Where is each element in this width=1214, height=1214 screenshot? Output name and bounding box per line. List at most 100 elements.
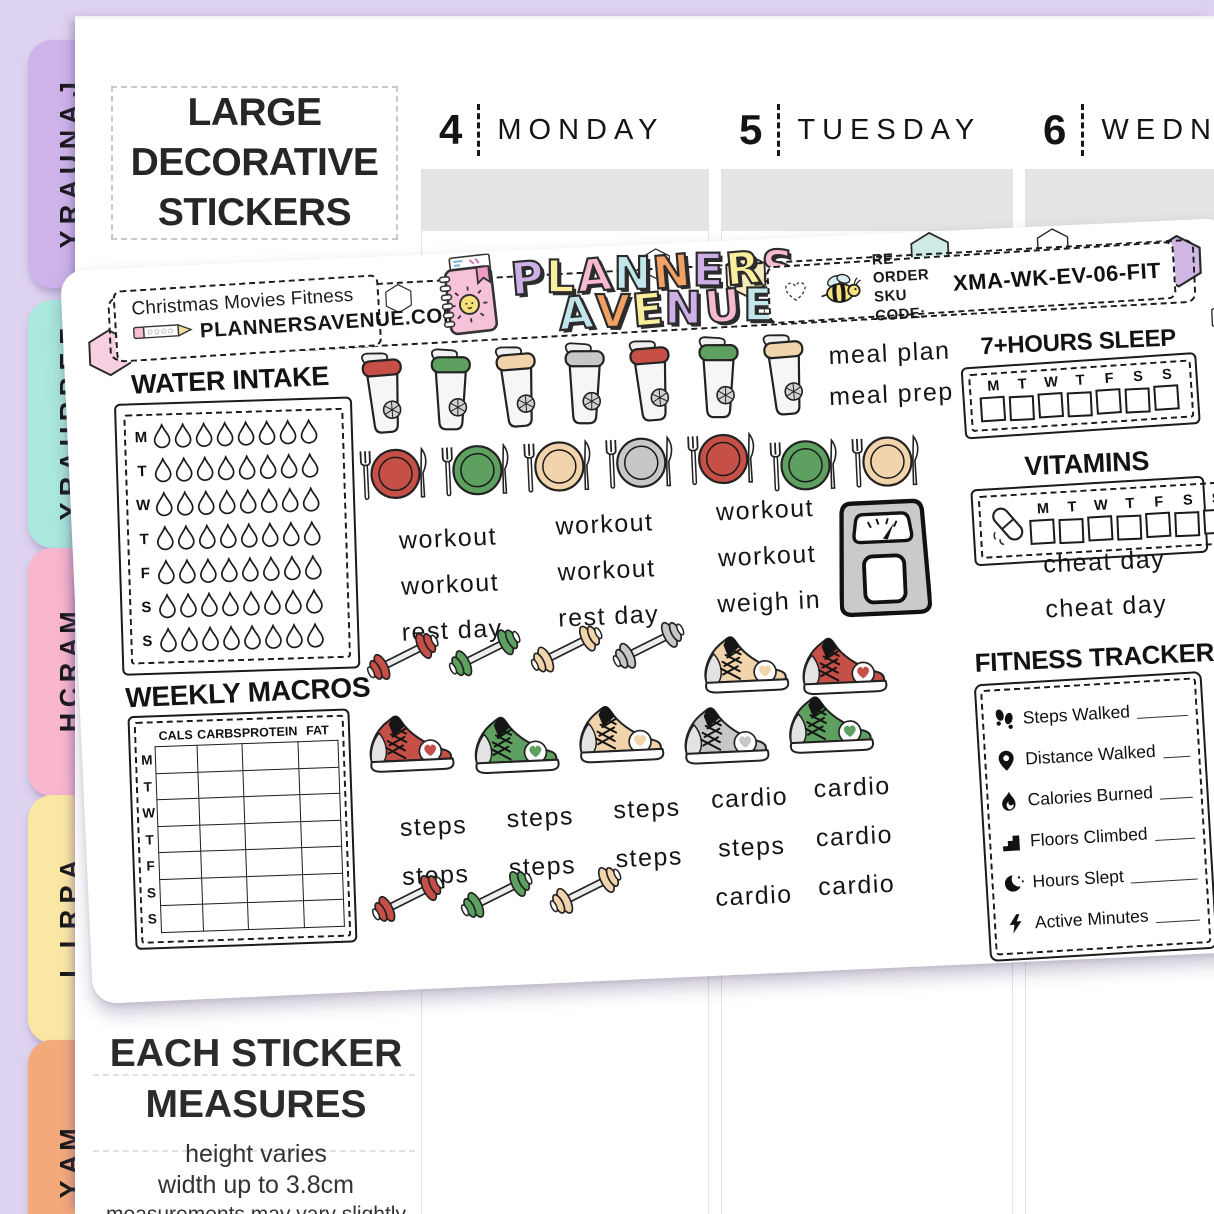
checkbox [1008, 395, 1035, 422]
water-drop-icon [216, 421, 234, 447]
water-drop-icon [238, 454, 256, 480]
moon-icon [1001, 872, 1026, 893]
planners-avenue-logo: PLANNERS AVENUE [436, 239, 799, 346]
water-drop-icon [282, 521, 300, 547]
logo-letter: V [594, 284, 633, 339]
day-letter: F [140, 564, 151, 582]
water-drop-icon [307, 622, 324, 648]
day-number: 6 [1043, 106, 1067, 153]
day-letter: T [139, 530, 150, 548]
text-sticker: workout [400, 568, 500, 601]
dashed-heart-icon [781, 278, 811, 310]
water-intake-row: S [135, 584, 344, 625]
water-drop-icon [258, 419, 276, 445]
day-header: 5 TUESDAY [739, 100, 981, 160]
product-label: Christmas Movies Fitness ✩✩✩✩ PLANNERSAV… [112, 274, 461, 363]
text-sticker: weigh in [716, 585, 822, 619]
fitness-item-label: Calories Burned [1027, 782, 1154, 810]
tracker-title: WATER INTAKE [130, 360, 330, 400]
day-letter: S [141, 598, 152, 616]
day-letter: T [1124, 495, 1135, 512]
fitness-tracker-item: Distance Walked [993, 729, 1191, 782]
cheat-day-stickers: cheat day cheat day [999, 535, 1211, 634]
macros-cell [297, 740, 339, 769]
sneaker-icon [579, 706, 665, 764]
hexagon-confetti-item [383, 283, 415, 319]
meal-prep-sticker: meal prep [828, 377, 955, 412]
water-drop-icon [159, 593, 176, 619]
workout-text-column: workout workout weigh in [687, 484, 848, 629]
water-drop-icon [155, 491, 173, 517]
macros-cell [156, 798, 201, 827]
shaker-bottle-icon [361, 352, 402, 434]
text-sticker: workout [717, 539, 817, 573]
logo-letter: U [701, 277, 746, 335]
sneaker-sticker [574, 700, 665, 773]
macros-column-header: CARBS [196, 726, 242, 742]
shaker-bottle-stickers [350, 329, 820, 443]
day-letter: S [1161, 366, 1173, 384]
logo-letter: E [629, 281, 669, 339]
day-header: 6 WEDN [1043, 100, 1214, 160]
macros-cell [243, 768, 300, 797]
notebook-icon [436, 253, 504, 345]
lightning-icon [1003, 913, 1028, 935]
plate-sticker [352, 444, 435, 509]
hexagon-icon [641, 248, 671, 280]
dumbbell-icon [612, 621, 685, 669]
macros-cell [242, 741, 299, 771]
sneaker-sticker [797, 632, 888, 705]
checkbox [1095, 388, 1122, 415]
dumbbell-sticker [441, 618, 531, 691]
sneaker-sticker [679, 701, 770, 774]
dumbbell-icon [371, 875, 444, 922]
measures-title: MEASURES [145, 1083, 367, 1127]
shaker-bottle-icon [762, 334, 804, 416]
hexagon-confetti-item [722, 251, 770, 304]
dumbbell-icon [366, 633, 439, 680]
pencil-icon: ✩✩✩✩ [132, 321, 193, 347]
water-drop-icon [281, 487, 299, 513]
shaker-bottle-icon [494, 346, 536, 428]
water-drop-icon [202, 625, 219, 651]
water-drop-icon [302, 486, 320, 512]
plate-sticker [434, 440, 517, 505]
water-drop-icon [221, 557, 238, 583]
text-sticker: steps [717, 831, 787, 863]
day-letter: T [137, 462, 147, 480]
sku-code: XMA-WK-EV-06-FIT [952, 257, 1162, 296]
day-letter: F [146, 858, 155, 874]
day-number: 4 [439, 106, 463, 153]
macros-cell [302, 872, 344, 901]
write-in-line [1160, 796, 1193, 800]
shaker-bottle-sticker [686, 333, 750, 426]
logo-letter: P [507, 249, 549, 307]
water-drop-icon [154, 457, 172, 483]
checkbox [1116, 514, 1143, 541]
water-drop-icon [158, 559, 175, 585]
large-stickers-label: LARGE DECORATIVE STICKERS [111, 86, 398, 240]
svg-text:✩✩✩✩: ✩✩✩✩ [146, 326, 174, 337]
day-separator [777, 104, 781, 156]
fitness-tracker-item: Steps Walked [991, 688, 1189, 741]
steps-cardio-column: cardio steps cardio [697, 772, 808, 924]
macros-column-header: CALS [158, 727, 193, 744]
water-drop-icon [285, 589, 302, 615]
water-drop-icon [181, 626, 198, 652]
text-sticker: workout [715, 493, 815, 527]
fitness-tracker-item: Active Minutes [1003, 893, 1201, 946]
water-drop-icon [240, 522, 258, 548]
macros-cell [301, 846, 343, 875]
shaker-bottle-icon [698, 336, 739, 419]
checkbox [1066, 391, 1093, 418]
day-name: TUESDAY [797, 113, 982, 146]
water-drop-icon [217, 455, 235, 481]
day-letter: T [1017, 376, 1028, 393]
shaker-bottle-sticker [750, 328, 821, 426]
dumbbell-icon [460, 871, 533, 918]
plate-icon [605, 435, 673, 489]
plate-sticker [598, 433, 681, 498]
